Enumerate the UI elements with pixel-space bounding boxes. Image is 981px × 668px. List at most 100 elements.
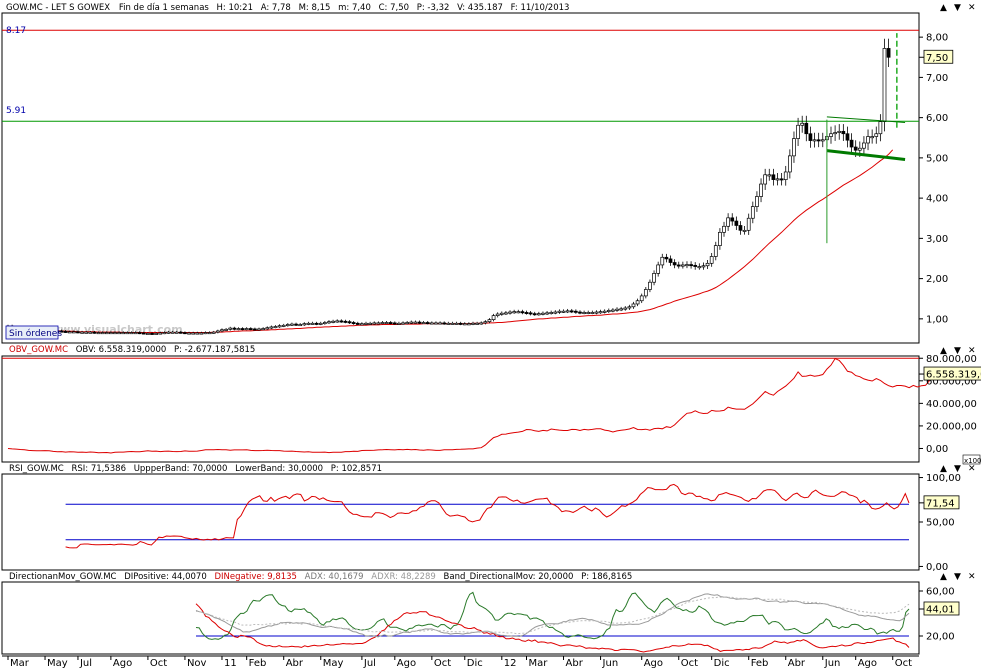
obv-pane[interactable]: OBV_GOW.MC OBV: 6.558.319,0000 P: -2.677… <box>1 345 981 465</box>
rsi-pane[interactable]: RSI_GOW.MC RSI: 71,5386 UppperBand: 70,0… <box>1 464 976 573</box>
obv-path <box>7 357 939 454</box>
rsi-header: RSI_GOW.MC RSI: 71,5386 UppperBand: 70,0… <box>9 464 382 474</box>
rsi-pane-controls[interactable]: ▲ ▼ ✕ <box>940 464 976 474</box>
candle-body-up <box>750 206 755 219</box>
candle-body-up <box>619 308 623 311</box>
obv-y-tick-label: 40.000,00 <box>926 399 977 410</box>
obv-pane-controls[interactable]: ▲ ▼ ✕ <box>940 346 976 356</box>
obv-header: OBV_GOW.MC OBV: 6.558.319,0000 P: -2.677… <box>9 345 255 355</box>
candle-body-up <box>471 322 475 325</box>
candle-body-down <box>141 332 146 335</box>
sin-ordenes-box[interactable] <box>5 325 59 340</box>
candle-body-down <box>59 330 64 333</box>
candle-body-up <box>763 174 768 185</box>
candle-body-up <box>829 133 833 137</box>
candle-body-up <box>718 231 722 246</box>
x-tick-label: Abr <box>788 658 806 668</box>
x-tick-label: Dic <box>467 658 483 668</box>
rsi-last-value-tag: 71,54 <box>919 495 960 509</box>
pane-close-icon[interactable]: ✕ <box>968 572 976 582</box>
candle-body-down <box>248 328 253 331</box>
sin-ordenes-label[interactable]: Sin órdenes <box>9 328 62 339</box>
flag-lower-line <box>826 149 906 161</box>
candle-body-down <box>668 258 673 263</box>
candle-body-up <box>837 130 842 133</box>
candle-body-up <box>874 133 879 137</box>
price-pane[interactable]: GOW.MC - LET S GOWEX Fin de día 1 semana… <box>1 3 976 344</box>
candle-body-up <box>709 256 714 264</box>
dmi-series <box>195 591 910 653</box>
candle-body-up <box>491 315 496 321</box>
candle-body-down <box>351 322 356 325</box>
x-tick-label: Nov <box>187 658 207 668</box>
candle-body-up <box>327 321 331 324</box>
candle-body-down <box>355 322 360 325</box>
candle-body-up <box>508 311 512 314</box>
candle-body-up <box>84 331 89 334</box>
pane-down-icon[interactable]: ▼ <box>954 3 961 13</box>
candle-body-up <box>590 312 595 314</box>
candle-body-down <box>738 225 743 231</box>
price-y-tick-label: 7,00 <box>926 73 948 84</box>
candle-body-up <box>582 312 586 314</box>
candle-body-up <box>117 332 121 335</box>
candle-body-up <box>269 326 274 329</box>
candle-body-up <box>376 322 381 325</box>
candle-body-up <box>627 306 632 309</box>
candle-body-up <box>450 322 455 325</box>
pane-close-icon[interactable]: ✕ <box>968 346 976 356</box>
pane-close-icon[interactable]: ✕ <box>968 3 976 13</box>
candle-body-up <box>100 332 105 335</box>
x-tick-label: Mar <box>10 658 30 668</box>
candle-body-up <box>335 320 340 323</box>
dmi-pane-controls[interactable]: ▲ ▼ ✕ <box>940 572 976 582</box>
pane-down-icon[interactable]: ▼ <box>954 572 961 582</box>
adx-path <box>195 593 910 638</box>
pane-down-icon[interactable]: ▼ <box>954 464 961 474</box>
candle-body-up <box>462 323 467 326</box>
obv-last-label: 6.558.319,00 <box>926 370 981 381</box>
candle-body-up <box>125 332 130 335</box>
candle-body-down <box>417 321 422 324</box>
candle-body-down <box>841 130 846 135</box>
rsi-y-tick-label: 0,00 <box>926 562 948 573</box>
x-tick-label: Ago <box>644 658 663 668</box>
pane-up-icon[interactable]: ▲ <box>940 572 947 582</box>
pane-up-icon[interactable]: ▲ <box>940 3 947 13</box>
candle-body-up <box>742 229 747 232</box>
x-tick-label: Ago <box>397 658 416 668</box>
pane-down-icon[interactable]: ▼ <box>954 346 961 356</box>
pane-up-icon[interactable]: ▲ <box>940 464 947 474</box>
rsi-plot-frame <box>1 473 920 571</box>
candle-body-up <box>656 264 661 274</box>
candle-body-up <box>882 48 887 123</box>
di-negative-path <box>195 603 910 653</box>
support-level-label: 5.91 <box>6 106 26 116</box>
candle-body-down <box>425 322 430 325</box>
candle-body-up <box>623 307 628 310</box>
price-y-tick-label: 8,00 <box>926 33 948 44</box>
candle-body-down <box>730 217 735 222</box>
pane-up-icon[interactable]: ▲ <box>940 346 947 356</box>
candle-body-up <box>281 324 286 327</box>
sin-ordenes-button[interactable]: Sin órdenes <box>5 325 62 340</box>
candle-body-up <box>133 332 138 335</box>
x-tick-label: May <box>323 658 344 668</box>
x-tick-label: Feb <box>249 658 267 668</box>
candle-body-up <box>310 322 315 325</box>
pane-close-icon[interactable]: ✕ <box>968 464 976 474</box>
x-tick-label: Dic <box>714 658 730 668</box>
price-pane-controls[interactable]: ▲ ▼ ✕ <box>940 3 976 13</box>
price-level-lines <box>2 29 919 122</box>
candle-body-down <box>779 178 784 181</box>
candle-body-up <box>722 225 726 233</box>
candle-body-up <box>615 308 619 311</box>
candle-body-up <box>487 319 492 323</box>
price-y-tick-label: 1,00 <box>926 314 948 325</box>
candle-body-up <box>767 174 772 177</box>
candle-body-up <box>364 322 368 325</box>
moving-average-path <box>7 149 894 333</box>
candle-body-up <box>643 289 648 297</box>
candle-body-down <box>92 331 97 334</box>
dmi-pane[interactable]: DirectionanMov_GOW.MC DIPositive: 44,007… <box>1 572 976 655</box>
